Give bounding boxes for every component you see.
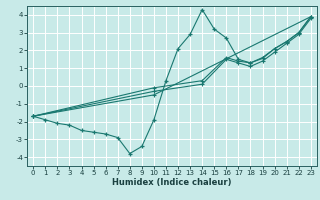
X-axis label: Humidex (Indice chaleur): Humidex (Indice chaleur) (112, 178, 232, 187)
